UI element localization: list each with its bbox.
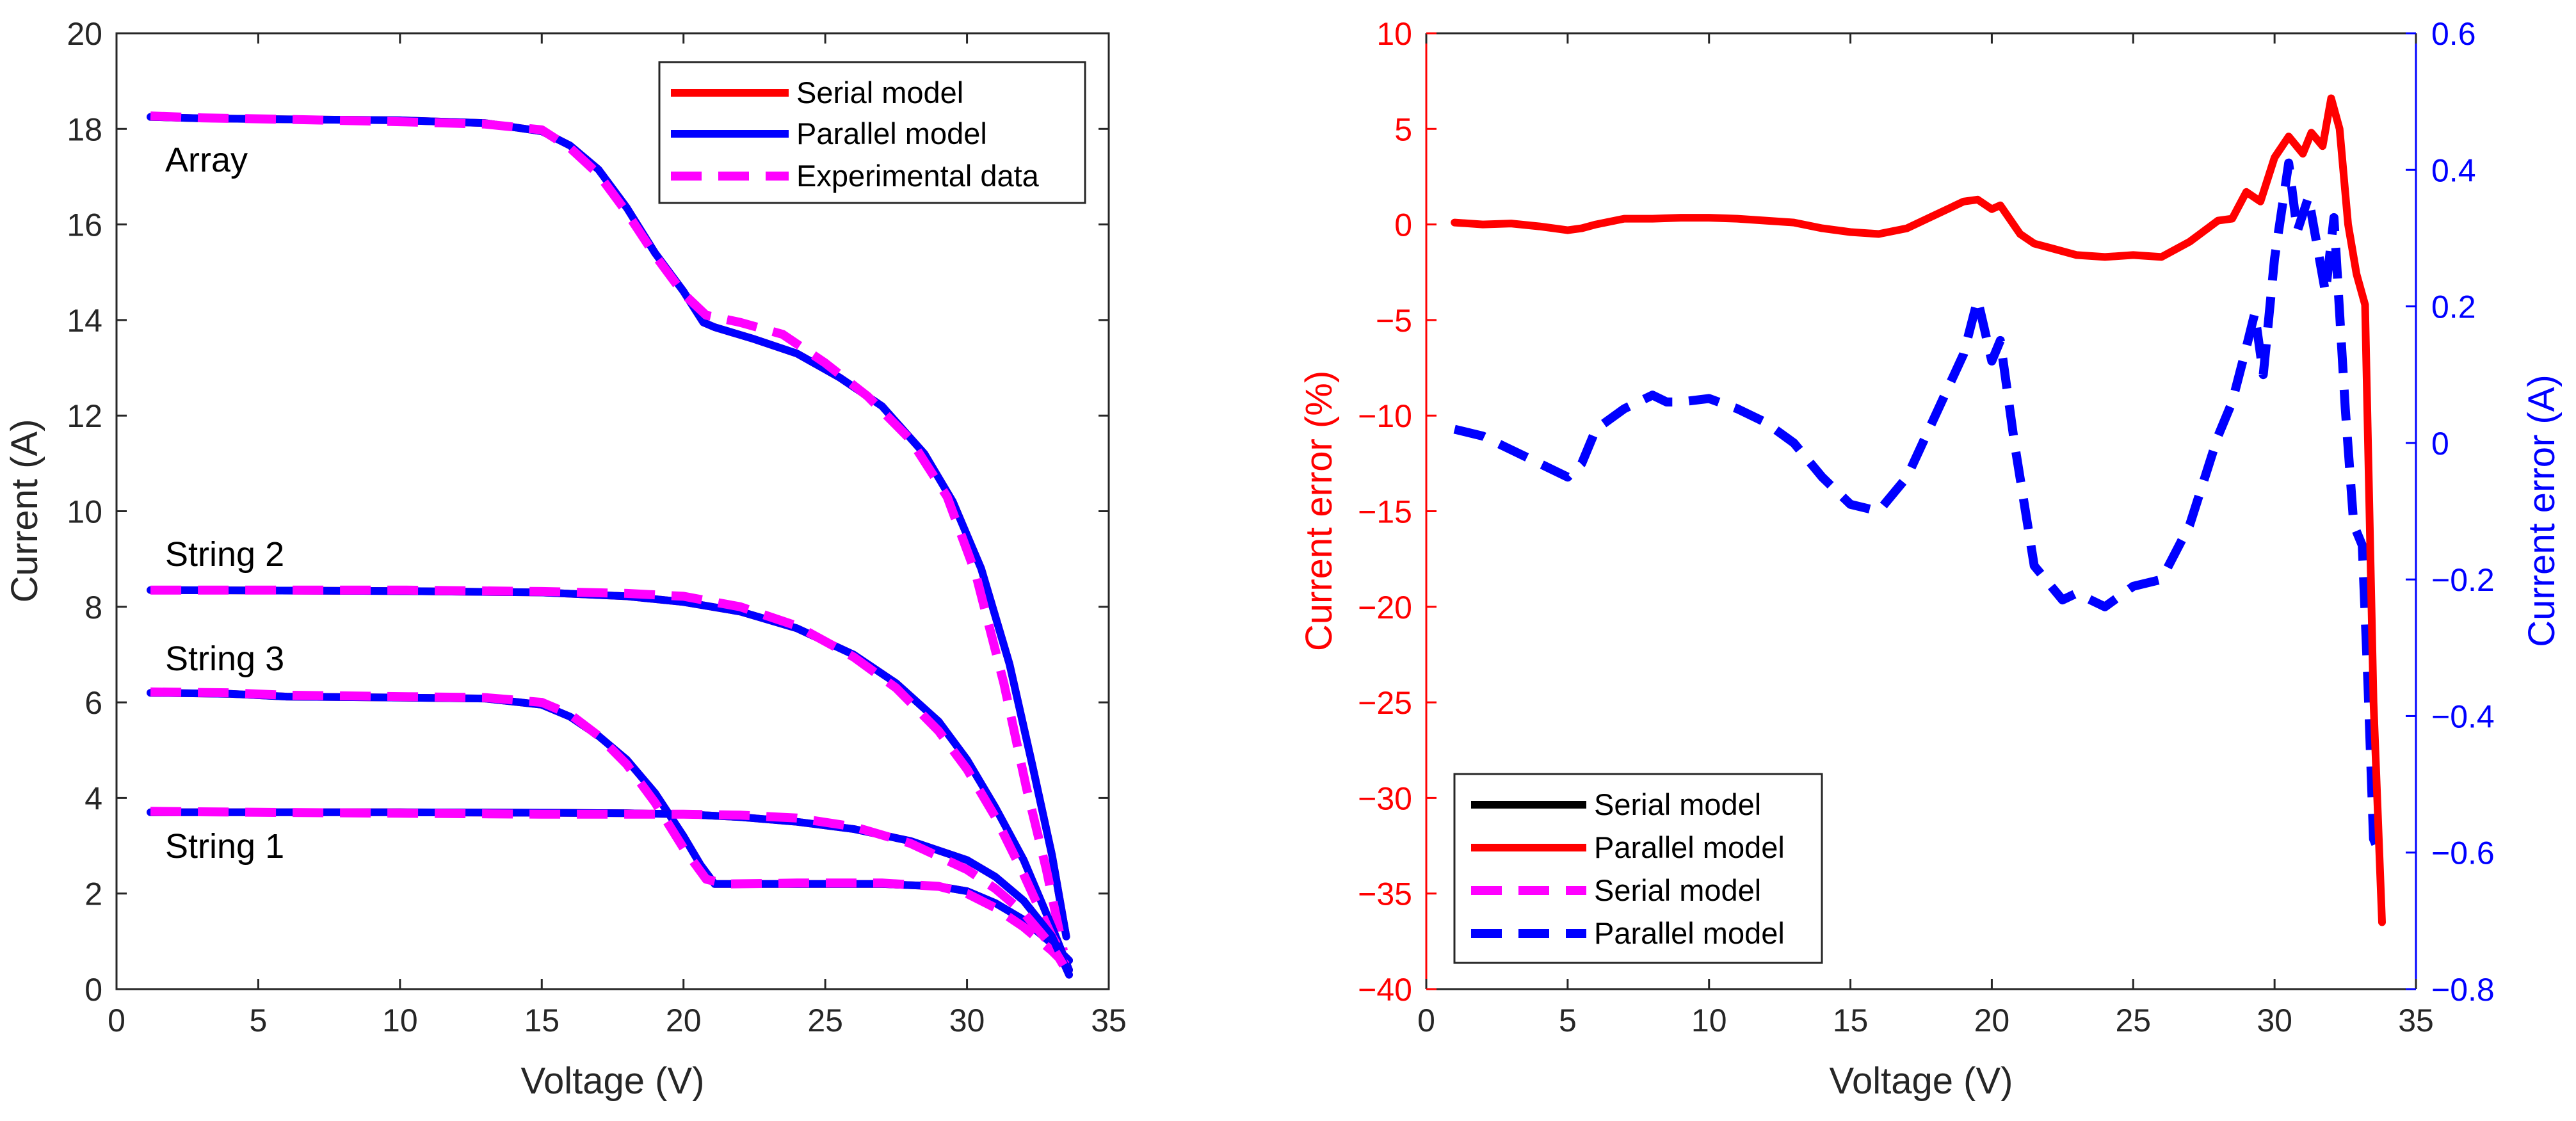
legend-label-serial-model-solid: Serial model — [1594, 787, 1761, 821]
series-array-experimental-data — [150, 111, 1068, 952]
x-tick-label: 5 — [250, 1003, 268, 1038]
left-y-tick-label: −5 — [1376, 303, 1412, 339]
legend-label-serial-model-dashed: Serial model — [1594, 873, 1761, 907]
x-tick-label: 15 — [1833, 1003, 1869, 1038]
x-tick-label: 10 — [382, 1003, 418, 1038]
series-string-2-experimental-data — [150, 585, 1070, 963]
x-axis-label: Voltage (V) — [1830, 1060, 2013, 1102]
left-y-tick-label: 0 — [1394, 207, 1412, 243]
curve-label-array: Array — [165, 141, 248, 179]
right-y-tick-label: −0.6 — [2431, 835, 2495, 871]
left-y-tick-label: −30 — [1358, 780, 1412, 816]
x-tick-label: 15 — [524, 1003, 559, 1038]
legend-label-parallel-model-solid: Parallel model — [1594, 830, 1785, 864]
left-y-tick-label: −10 — [1358, 398, 1412, 434]
left-y-tick-label: 5 — [1394, 111, 1412, 147]
x-axis-ticks: 0 5 10 15 20 25 30 35 — [1417, 33, 2434, 1038]
error-series-group — [1451, 94, 2386, 926]
left-y-tick-label: −15 — [1358, 494, 1412, 530]
curve-label-string-3: String 3 — [165, 640, 284, 678]
left-y-tick-label: −20 — [1358, 590, 1412, 625]
y-tick-label: 0 — [85, 972, 102, 1008]
right-y-tick-label: 0 — [2431, 426, 2449, 462]
x-tick-label: 5 — [1559, 1003, 1577, 1038]
legend: Serial model Parallel model Serial model… — [1453, 773, 1823, 964]
right-y-tick-label: −0.8 — [2431, 972, 2495, 1008]
y-tick-label: 10 — [67, 494, 102, 530]
series-parallel-model — [1451, 94, 2386, 926]
series-array-parallel-model — [147, 113, 1070, 940]
left-y-tick-label: 10 — [1376, 16, 1412, 52]
legend-label-serial-model: Serial model — [796, 76, 963, 109]
series-string-3-experimental-data — [150, 687, 1070, 969]
curve-label-string-1: String 1 — [165, 827, 284, 866]
right-y-tick-label: −0.4 — [2431, 698, 2495, 734]
series-string-1-experimental-data — [150, 807, 1068, 968]
x-axis-ticks: 0 5 10 15 20 25 30 35 — [108, 33, 1127, 1038]
current-error-chart: 0 5 10 15 20 25 30 35 −40 −35 −30 −25 −20 −15 −10 −5 0 5… — [1298, 16, 2563, 1102]
x-tick-label: 25 — [2115, 1003, 2151, 1038]
x-tick-label: 0 — [108, 1003, 125, 1038]
right-y-tick-label: 0.2 — [2431, 289, 2476, 325]
legend: Serial model Parallel model Experimental… — [658, 61, 1086, 204]
x-tick-label: 20 — [1974, 1003, 2010, 1038]
right-y-tick-label: 0.4 — [2431, 152, 2476, 188]
x-tick-label: 25 — [807, 1003, 843, 1038]
legend-label-parallel-model: Parallel model — [796, 117, 987, 150]
x-tick-label: 0 — [1417, 1003, 1435, 1038]
y-axis-label: Current (A) — [4, 419, 45, 603]
y-tick-label: 16 — [67, 207, 102, 243]
curve-label-string-2: String 2 — [165, 535, 284, 574]
y-tick-label: 20 — [67, 16, 102, 52]
left-y-tick-label: −35 — [1358, 876, 1412, 912]
legend-label-parallel-model-dashed: Parallel model — [1594, 916, 1785, 950]
x-tick-label: 20 — [666, 1003, 702, 1038]
right-y-axis-label: Current error (A) — [2521, 375, 2563, 647]
iv-curves-chart: 0 5 10 15 20 25 30 35 0 2 4 6 8 10 12 14 16 18 20 Voltage… — [4, 16, 1127, 1102]
y-axis-ticks: 0 2 4 6 8 10 12 14 16 18 20 — [67, 16, 1109, 1008]
right-y-tick-label: −0.2 — [2431, 562, 2495, 598]
right-y-tick-label: 0.6 — [2431, 16, 2476, 52]
right-y-axis-ticks: −0.8 −0.6 −0.4 −0.2 0 0.2 0.4 0.6 — [2406, 16, 2495, 1008]
legend-label-experimental-data: Experimental data — [796, 159, 1040, 193]
left-y-axis-label: Current error (%) — [1298, 371, 1340, 651]
x-tick-label: 35 — [1091, 1003, 1127, 1038]
x-tick-label: 35 — [2398, 1003, 2434, 1038]
y-tick-label: 4 — [85, 780, 102, 816]
y-tick-label: 14 — [67, 303, 102, 339]
y-tick-label: 8 — [85, 590, 102, 625]
left-y-tick-label: −25 — [1358, 685, 1412, 721]
left-y-tick-label: −40 — [1358, 972, 1412, 1008]
left-y-axis-ticks: −40 −35 −30 −25 −20 −15 −10 −5 0 5 10 — [1358, 16, 1437, 1008]
y-tick-label: 6 — [85, 685, 102, 721]
iv-series-group — [147, 111, 1073, 979]
x-axis-label: Voltage (V) — [521, 1060, 705, 1102]
series-parallel-model-a — [1453, 158, 2384, 855]
x-tick-label: 30 — [2257, 1003, 2292, 1038]
x-tick-label: 30 — [949, 1003, 985, 1038]
y-tick-label: 18 — [67, 111, 102, 147]
y-tick-label: 2 — [85, 876, 102, 912]
y-tick-label: 12 — [67, 398, 102, 434]
x-tick-label: 10 — [1691, 1003, 1727, 1038]
